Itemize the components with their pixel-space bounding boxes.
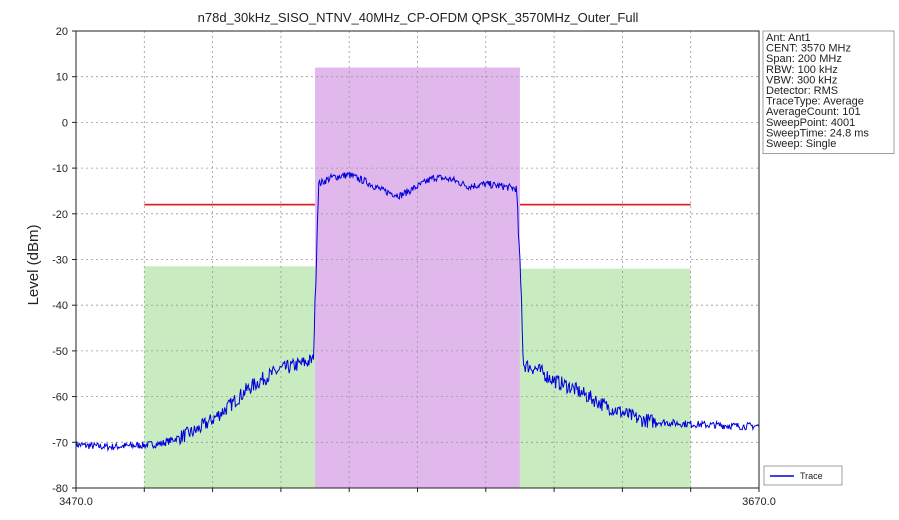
y-tick-label: 20 <box>56 26 68 38</box>
info-box <box>762 30 895 154</box>
info-box-line: Detector: RMS <box>766 85 838 97</box>
x-tick-label: 3670.0 <box>742 496 776 508</box>
y-tick-label: -60 <box>52 392 68 404</box>
mask-region-0 <box>144 266 316 488</box>
y-tick-label: -30 <box>52 255 68 267</box>
y-tick-label: 10 <box>56 72 68 84</box>
info-box-line: Ant: Ant1 <box>766 32 811 44</box>
y-tick-label: -10 <box>52 163 68 175</box>
y-tick-label: -80 <box>52 483 68 495</box>
info-box-line: SweepTime: 24.8 ms <box>766 127 869 139</box>
info-box-line: VBW: 300 kHz <box>766 74 837 86</box>
legend-box <box>763 465 843 486</box>
info-box-line: AverageCount: 101 <box>766 106 861 118</box>
info-box-line: CENT: 3570 MHz <box>766 43 851 55</box>
y-tick-label: -20 <box>52 209 68 221</box>
y-tick-label: -40 <box>52 300 68 312</box>
trace-line <box>75 171 760 452</box>
info-box-line: TraceType: Average <box>766 96 864 108</box>
y-axis-label: Level (dBm) <box>25 225 42 306</box>
info-box-line: RBW: 100 kHz <box>766 64 838 76</box>
y-tick-label: 0 <box>62 117 68 129</box>
y-tick-label: -70 <box>52 437 68 449</box>
info-box-line: Sweep: Single <box>766 138 836 150</box>
info-box-line: Span: 200 MHz <box>766 53 842 65</box>
x-tick-label: 3470.0 <box>59 496 93 508</box>
legend-label: Trace <box>800 471 823 481</box>
y-tick-label: -50 <box>52 346 68 358</box>
info-box-line: SweepPoint: 4001 <box>766 117 855 129</box>
chart-title: n78d_30kHz_SISO_NTNV_40MHz_CP-OFDM QPSK_… <box>198 10 639 25</box>
